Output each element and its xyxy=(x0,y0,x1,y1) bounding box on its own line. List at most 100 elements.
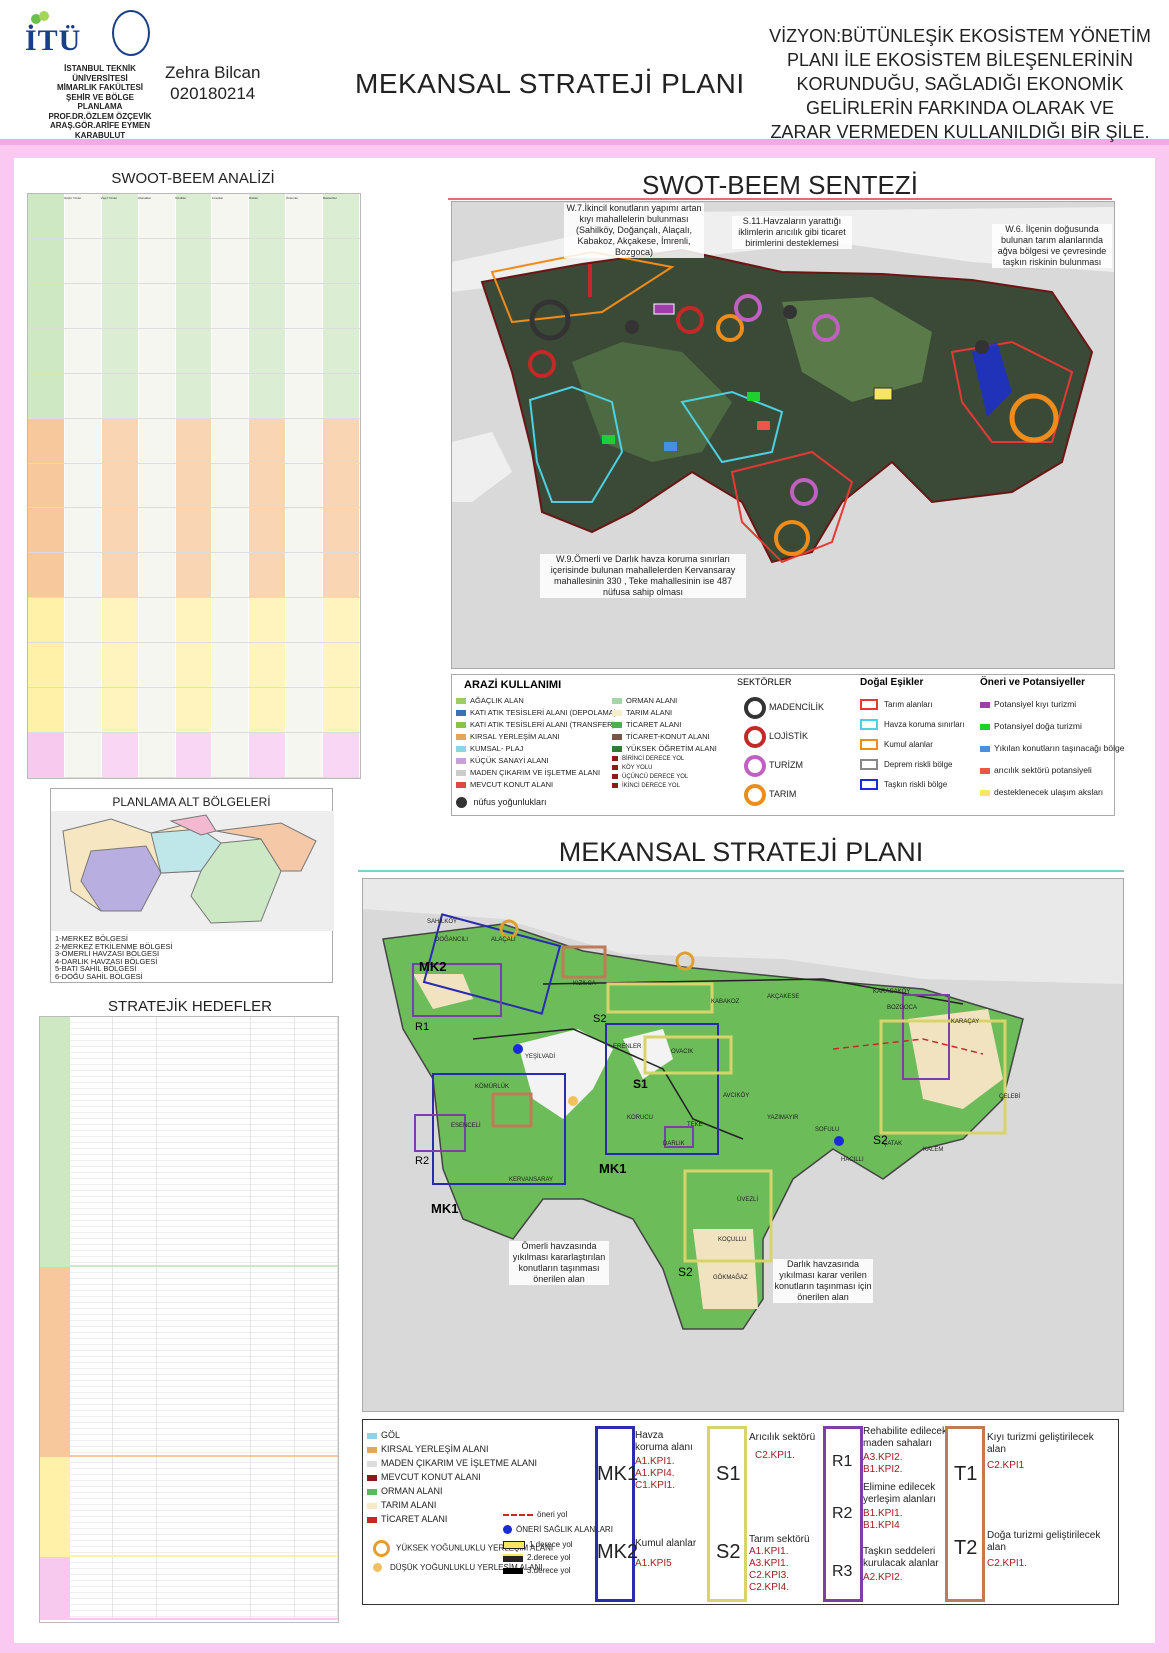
road-legend-item: İKİNCİ DERECE YOL xyxy=(612,782,717,791)
swot-table-cell xyxy=(249,733,287,777)
road-2-label: 2.derece yol xyxy=(527,1553,571,1563)
road-swatch xyxy=(612,773,618,779)
settlement-low-label: DÜŞÜK YOĞUNLUKLU YERLEŞİM ALANI xyxy=(390,1563,543,1572)
thresholds-legend-title: Doğal Eşikler xyxy=(860,677,924,688)
strategy-land-item-label: MADEN ÇIKARIM VE İŞLETME ALANI xyxy=(381,1458,538,1468)
swot-table-cell xyxy=(64,553,102,598)
swot-table-cell xyxy=(28,553,65,598)
land-use-legend-title: ARAZİ KULLANIMI xyxy=(464,679,562,691)
sector-ring-icon xyxy=(744,696,766,719)
r-legend-box: R1 R2 R3 xyxy=(823,1426,863,1602)
swot-table-cell xyxy=(138,688,176,733)
health-area-proposal xyxy=(513,1044,523,1054)
kpi-code: C1.KPI1. xyxy=(635,1480,676,1491)
zone-label: S1 xyxy=(633,1077,648,1091)
goals-cell xyxy=(294,1267,339,1455)
mk2-label: MK2 xyxy=(597,1541,639,1563)
swot-table-cell xyxy=(64,733,102,777)
beekeeping-marker xyxy=(757,421,770,430)
itu-logo: İTÜ xyxy=(25,24,82,57)
sub-regions-list: 1-MERKEZ BÖLGESİ 2-MERKEZ ETKİLENME BÖLG… xyxy=(55,935,173,981)
swot-table-cell xyxy=(28,463,65,508)
swot-table-cell xyxy=(323,373,361,418)
swot-table-cell xyxy=(286,328,324,373)
population-dot xyxy=(975,340,989,354)
road-1-item: 1.derece yol xyxy=(503,1540,613,1549)
high-density-settlement xyxy=(499,919,519,939)
author-name: Zehra Bilcan xyxy=(165,63,261,82)
kpi-code: C2.KPI1. xyxy=(987,1558,1028,1569)
swot-table-cell xyxy=(101,238,139,283)
swot-table-cell xyxy=(212,688,250,733)
threshold-item-label: Kumul alanlar xyxy=(884,740,933,749)
land-use-item: KATI ATIK TESİSLERİ ALANI (TRANSFER) xyxy=(456,719,616,731)
swot-table-cell xyxy=(101,418,139,463)
proposal-item: Potansiyel kıyı turizmi xyxy=(980,693,1124,715)
swot-table-cell xyxy=(323,508,361,553)
swot-table-cell xyxy=(249,553,287,598)
sub-region-item: 1-MERKEZ BÖLGESİ xyxy=(55,934,128,943)
synthesis-map xyxy=(452,202,1114,668)
kpi-code: A1.KPI5 xyxy=(635,1558,672,1569)
place-name-label: KERVANSARAY xyxy=(509,1177,554,1183)
land-use-item: KIRSAL YERLEŞİM ALANI xyxy=(456,731,616,743)
swot-table-cell xyxy=(28,418,65,463)
place-name-label: BOZGOCA xyxy=(887,1005,918,1011)
land-use-item-label: KATI ATIK TESİSLERİ ALANI (DEPOLAMA) xyxy=(470,708,617,717)
place-name-label: ALAÇALI xyxy=(491,937,516,943)
land-use-swatch xyxy=(456,710,466,717)
strategy-land-swatch xyxy=(367,1474,377,1481)
forest-patch xyxy=(572,342,732,462)
institution-info: İSTANBUL TEKNİK ÜNİVERSİTESİ MİMARLIK FA… xyxy=(40,64,160,140)
land-use-item: TİCARET-KONUT ALANI xyxy=(612,731,717,743)
goals-cell xyxy=(70,1267,114,1455)
low-density-settlement xyxy=(568,1096,578,1106)
strategic-goals-body xyxy=(40,1017,339,1622)
goals-cell xyxy=(113,1017,157,1265)
s1-label: S1 xyxy=(716,1463,741,1485)
sub-region-item: 3-ÖMERLİ HAVZASI BÖLGESİ xyxy=(55,949,160,959)
strategic-goals-title: STRATEJİK HEDEFLER xyxy=(108,998,272,1015)
swot-table-cell xyxy=(175,328,213,373)
swot-table-cell xyxy=(323,238,361,283)
r3-label: R3 xyxy=(832,1563,853,1580)
sector-item: TARIM xyxy=(744,780,824,809)
swot-table-cell xyxy=(249,418,287,463)
swot-table-cell xyxy=(212,463,250,508)
place-name-label: ÇELEBİ xyxy=(999,1094,1021,1100)
threshold-item-label: Deprem riskli bölge xyxy=(884,760,953,769)
zone-label: S2 xyxy=(593,1013,607,1025)
kpi-code: A1.KPI4. xyxy=(635,1468,675,1479)
agriculture-boundary xyxy=(950,340,1074,443)
proposal-item: Yıkılan konutların taşınacağı bölge xyxy=(980,737,1124,759)
synthesis-title: SWOT-BEEM SENTEZİ xyxy=(448,172,1112,200)
mk1-kpis: A1.KPI1. A1.KPI4. C1.KPI1. xyxy=(635,1456,675,1492)
land-use-swatch xyxy=(612,698,622,705)
swot-table-cell xyxy=(249,238,287,283)
swot-table-cell xyxy=(175,418,213,463)
strategy-land-item-label: TARIM ALANI xyxy=(381,1500,437,1510)
t1-zone xyxy=(561,945,607,979)
logistics-sector-marker xyxy=(528,350,556,378)
swot-table-row xyxy=(28,373,361,419)
strategy-land-item-label: KIRSAL YERLEŞİM ALANI xyxy=(381,1444,489,1454)
kpi-code: B1.KPI4 xyxy=(863,1520,900,1531)
swot-table-cell xyxy=(212,283,250,328)
swot-table-cell xyxy=(175,598,213,643)
strategy-land-item-label: MEVCUT KONUT ALANI xyxy=(381,1472,481,1482)
swot-table-row xyxy=(28,553,361,599)
place-name-label: KABAKOZ xyxy=(711,999,740,1005)
land-use-item: MADEN ÇIKARIM VE İŞLETME ALANI xyxy=(456,767,616,779)
threshold-item: Tarım alanları xyxy=(860,695,964,715)
swot-table-row xyxy=(28,508,361,554)
swot-table-cell xyxy=(64,688,102,733)
swot-table-cell xyxy=(286,194,324,238)
swot-table-cell xyxy=(286,418,324,463)
r3-title: Taşkın seddeleri kurulacak alanlar xyxy=(863,1546,939,1569)
swot-table-cell xyxy=(64,328,102,373)
transport-axis-marker xyxy=(873,387,893,401)
swot-table-cell xyxy=(28,373,65,418)
agriculture-area xyxy=(908,1009,1003,1109)
tourism-sector-marker xyxy=(734,294,762,322)
threshold-outline-icon xyxy=(860,759,878,771)
